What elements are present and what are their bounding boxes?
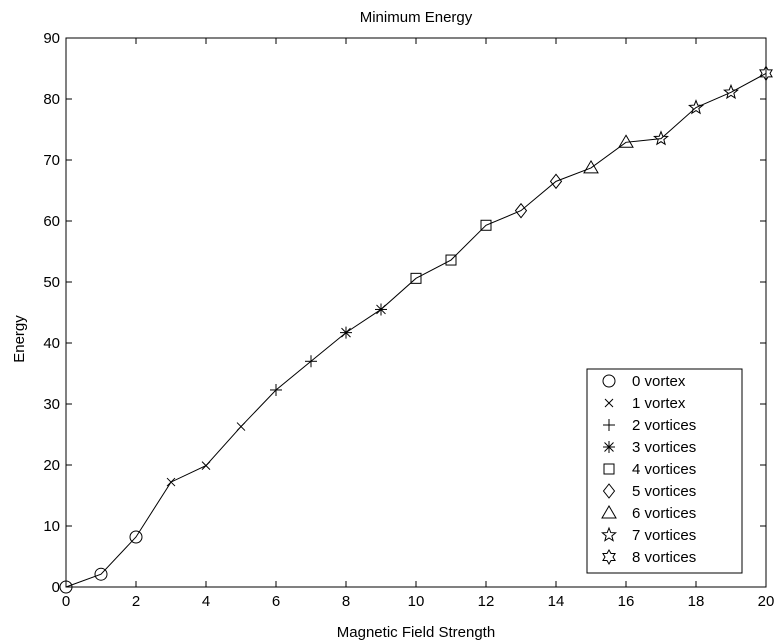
x-tick-label: 10 xyxy=(408,593,425,610)
data-point xyxy=(583,159,599,174)
legend-marker xyxy=(602,483,616,499)
legend-label: 8 vortices xyxy=(632,549,696,566)
data-point xyxy=(270,383,282,396)
series-line xyxy=(65,72,767,588)
data-point xyxy=(340,326,352,339)
x-axis-label: Magnetic Field Strength xyxy=(337,624,495,641)
legend-label: 4 vortices xyxy=(632,461,696,478)
y-tick-label: 70 xyxy=(43,152,60,169)
data-point xyxy=(445,254,457,266)
x-tick-label: 16 xyxy=(618,593,635,610)
x-tick-label: 12 xyxy=(478,593,495,610)
y-tick-label: 40 xyxy=(43,335,60,352)
x-tick-label: 8 xyxy=(342,593,350,610)
y-tick-label: 20 xyxy=(43,457,60,474)
legend: 0 vortex 1 vortex 2 vortices 3 vortices 4 vo… xyxy=(586,368,743,574)
legend-marker xyxy=(604,398,614,408)
y-tick-label: 60 xyxy=(43,213,60,230)
data-point xyxy=(514,202,528,219)
legend-marker xyxy=(603,419,615,431)
data-point xyxy=(59,580,73,594)
chart-title: Minimum Energy xyxy=(360,9,473,26)
y-tick-label: 50 xyxy=(43,274,60,291)
data-point xyxy=(236,422,246,431)
data-point xyxy=(129,530,143,544)
data-point xyxy=(94,567,108,581)
legend-marker xyxy=(601,526,617,542)
x-tick-label: 0 xyxy=(62,593,70,610)
data-point xyxy=(375,303,387,316)
x-tick-label: 4 xyxy=(202,593,210,610)
data-line xyxy=(65,72,767,588)
data-point xyxy=(549,173,563,190)
data-point xyxy=(618,134,634,148)
legend-label: 2 vortices xyxy=(632,417,696,434)
y-axis-label: Energy xyxy=(11,315,28,363)
y-tick-label: 80 xyxy=(43,91,60,108)
data-point xyxy=(653,130,669,146)
y-tick-label: 10 xyxy=(43,518,60,535)
y-tick-label: 90 xyxy=(43,30,60,47)
x-tick-label: 2 xyxy=(132,593,140,610)
data-point xyxy=(480,219,492,231)
legend-label: 7 vortices xyxy=(632,527,696,544)
data-point xyxy=(759,65,773,82)
legend-label: 1 vortex xyxy=(632,395,686,412)
x-tick-label: 20 xyxy=(758,593,774,610)
legend-label: 3 vortices xyxy=(632,439,696,456)
x-tick-label: 18 xyxy=(688,593,705,610)
legend-marker xyxy=(601,505,617,519)
legend-label: 5 vortices xyxy=(632,483,696,500)
data-markers xyxy=(59,65,773,594)
x-tick-label: 6 xyxy=(272,593,280,610)
data-point xyxy=(166,477,176,487)
legend-marker xyxy=(603,463,615,475)
legend-marker xyxy=(602,374,616,388)
data-point xyxy=(305,355,317,368)
data-point xyxy=(410,272,422,284)
axes: 0 2 4 6 8 10 12 14 16 18 20 0 10 20 30 40 50 60 70 80 90 xyxy=(43,30,774,610)
legend-marker xyxy=(602,548,616,566)
legend-label: 0 vortex xyxy=(632,373,686,390)
legend-marker xyxy=(603,441,615,453)
y-tick-label: 0 xyxy=(52,579,60,596)
x-tick-label: 14 xyxy=(548,593,565,610)
y-tick-label: 30 xyxy=(43,396,60,413)
legend-label: 6 vortices xyxy=(632,505,696,522)
data-point xyxy=(723,83,739,100)
data-point xyxy=(688,99,704,115)
data-point xyxy=(201,461,211,470)
